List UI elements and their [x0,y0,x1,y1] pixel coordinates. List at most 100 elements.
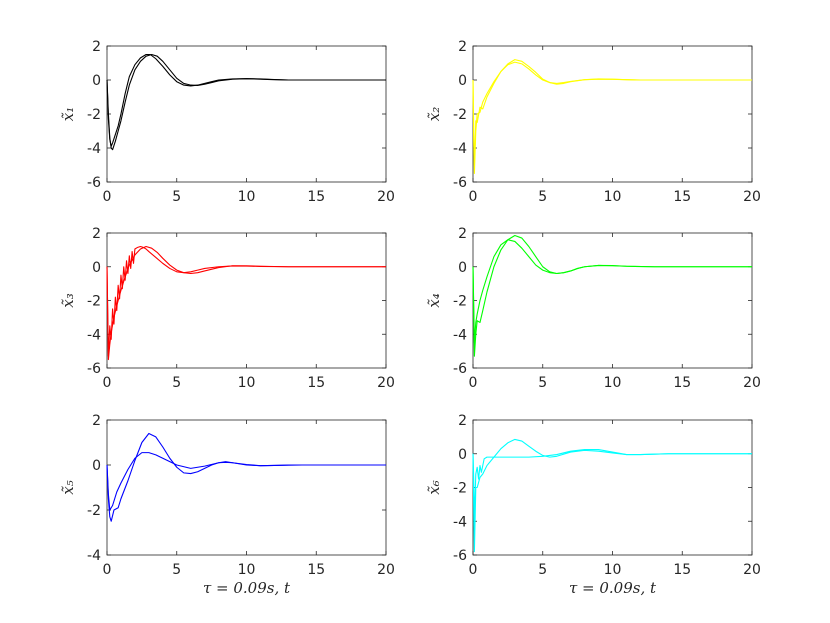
y-tick-label: 2 [458,413,467,429]
x-tick-label: 20 [377,189,395,205]
y-tick-label: -4 [87,548,101,564]
x-tick-label: 15 [307,562,325,578]
x-tick-label: 5 [538,189,547,205]
series-line-1 [106,432,386,522]
series-line-1 [472,438,752,553]
tick-group: 0 5 10 15 20 -4 -2 0 2 [87,413,395,578]
y-axis-label: x̃₅ [59,480,77,494]
y-tick-label: -2 [453,481,467,497]
y-tick-label: -4 [87,327,101,343]
y-tick-label: -6 [453,175,467,191]
series-line-2 [106,452,386,511]
x-axis-label: τ = 0.09s, t [569,579,657,597]
y-tick-label: -6 [87,175,101,191]
y-axis-label: x̃₄ [425,293,443,307]
x-tick-label: 15 [673,189,691,205]
subplot-x3: 0 5 10 15 20 -6 -4 -2 0 2 x̃₃ [59,226,395,391]
x-tick-label: 20 [743,375,761,391]
series-line-1 [472,234,752,357]
x-tick-label: 20 [377,562,395,578]
series-group [472,59,752,175]
x-tick-label: 15 [307,375,325,391]
x-tick-label: 15 [307,189,325,205]
y-tick-label: 2 [458,226,467,242]
y-tick-label: -6 [87,361,101,377]
series-line-2 [106,53,386,151]
series-group [106,432,386,522]
axes-frame [472,45,753,183]
series-line-1 [106,245,386,357]
subplot-x2: 0 5 10 15 20 -6 -4 -2 0 2 x̃₂ [425,39,761,205]
series-group [472,234,752,357]
x-tick-label: 0 [103,375,112,391]
y-tick-label: -4 [87,141,101,157]
tick-group: 0 5 10 15 20 -6 -4 -2 0 2 [87,39,395,205]
y-tick-label: -6 [453,361,467,377]
series-line-1 [106,53,386,147]
series-line-2 [106,245,386,361]
x-tick-label: 10 [238,375,256,391]
y-tick-label: -2 [87,294,101,310]
y-tick-label: 0 [458,447,467,463]
y-tick-label: 0 [92,260,101,276]
y-axis-label: x̃₃ [59,293,77,307]
x-tick-label: 0 [469,375,478,391]
x-tick-label: 20 [743,189,761,205]
tick-group: 0 5 10 15 20 -6 -4 -2 0 2 [453,39,761,205]
axes-frame [106,45,387,183]
x-tick-label: 5 [172,562,181,578]
tick-group: 0 5 10 15 20 -6 -4 -2 0 2 [453,226,761,391]
y-tick-label: 2 [92,39,101,55]
x-tick-label: 5 [172,375,181,391]
y-tick-label: -2 [87,107,101,123]
x-tick-label: 5 [538,375,547,391]
x-tick-label: 0 [103,562,112,578]
y-tick-label: -6 [453,548,467,564]
x-tick-label: 15 [673,375,691,391]
series-group [106,53,386,151]
y-tick-label: -4 [453,141,467,157]
y-tick-label: 2 [92,413,101,429]
series-group [472,438,752,553]
y-tick-label: -2 [453,294,467,310]
y-tick-label: -2 [87,503,101,519]
y-axis-label: x̃₆ [425,480,443,494]
y-tick-label: 0 [458,260,467,276]
x-tick-label: 5 [538,562,547,578]
y-tick-label: -4 [453,514,467,530]
x-tick-label: 10 [238,189,256,205]
x-tick-label: 0 [103,189,112,205]
y-tick-label: 0 [92,458,101,474]
x-tick-label: 0 [469,189,478,205]
axes-frame [472,419,753,556]
subplot-x4: 0 5 10 15 20 -6 -4 -2 0 2 x̃₄ [425,226,761,391]
series-line-2 [472,448,752,522]
subplot-x6: 0 5 10 15 20 -6 -4 -2 0 2 x̃₆ τ = 0.09s, t [425,413,761,597]
x-tick-label: 20 [743,562,761,578]
tick-group: 0 5 10 15 20 -6 -4 -2 0 2 [87,226,395,391]
y-tick-label: -4 [453,327,467,343]
series-line-2 [472,59,752,166]
x-tick-label: 20 [377,375,395,391]
series-group [106,245,386,361]
x-tick-label: 10 [604,189,622,205]
x-tick-label: 10 [604,375,622,391]
y-tick-label: 2 [92,226,101,242]
axes-frame [106,232,387,369]
y-tick-label: 0 [458,73,467,89]
y-axis-label: x̃₁ [59,107,77,121]
x-tick-label: 5 [172,189,181,205]
y-tick-label: -2 [453,107,467,123]
y-axis-label: x̃₂ [425,107,443,121]
x-tick-label: 10 [604,562,622,578]
x-tick-label: 15 [673,562,691,578]
tick-group: 0 5 10 15 20 -6 -4 -2 0 2 [453,413,761,578]
axes-frame [472,232,753,369]
subplot-x5: 0 5 10 15 20 -4 -2 0 2 x̃₅ τ = 0.09s, t [59,413,395,597]
subplot-x1: 0 5 10 15 20 -6 -4 -2 0 2 x̃₁ [59,39,395,205]
y-tick-label: 2 [458,39,467,55]
series-line-2 [472,239,752,344]
x-tick-label: 10 [238,562,256,578]
y-tick-label: 0 [92,73,101,89]
